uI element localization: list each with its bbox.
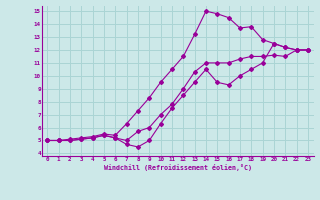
X-axis label: Windchill (Refroidissement éolien,°C): Windchill (Refroidissement éolien,°C) <box>104 164 252 171</box>
